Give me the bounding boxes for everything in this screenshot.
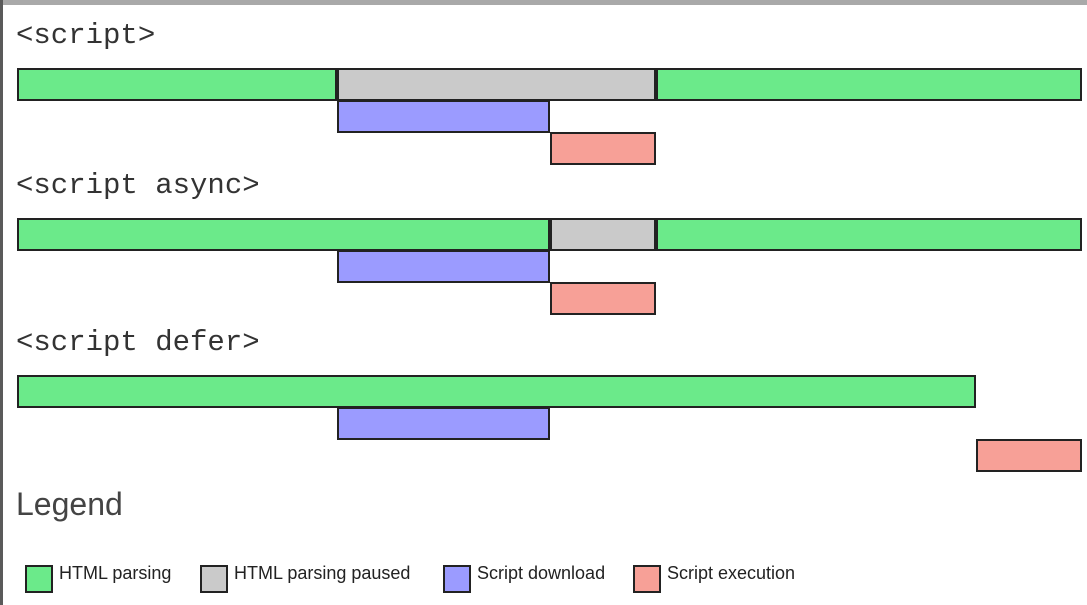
left-border <box>0 0 3 605</box>
legend-swatch-html-parsing-paused <box>200 565 228 593</box>
bar-script-parsing-0 <box>17 68 337 101</box>
bar-script-paused-1 <box>337 68 656 101</box>
bar-script-execution-4 <box>550 132 656 165</box>
legend-title: Legend <box>16 486 123 522</box>
bar-script-async-parsing-0 <box>17 218 550 251</box>
legend-label-html-parsing-paused: HTML parsing paused <box>234 563 411 583</box>
bar-script-defer-execution-2 <box>976 439 1082 472</box>
legend-label-html-parsing: HTML parsing <box>59 563 172 583</box>
bar-script-download-3 <box>337 100 550 133</box>
legend-swatch-script-execution <box>633 565 661 593</box>
legend-swatch-html-parsing <box>25 565 53 593</box>
bar-script-defer-parsing-0 <box>17 375 976 408</box>
top-border <box>0 0 1087 5</box>
legend-swatch-script-download <box>443 565 471 593</box>
bar-script-async-download-3 <box>337 250 550 283</box>
bar-script-parsing-2 <box>656 68 1082 101</box>
bar-script-defer-download-1 <box>337 407 550 440</box>
legend-label-script-execution: Script execution <box>667 563 796 583</box>
section-title-script: <script> <box>16 19 156 52</box>
bar-script-async-parsing-2 <box>656 218 1082 251</box>
legend-label-script-download: Script download <box>477 563 606 583</box>
section-title-script-async: <script async> <box>16 169 260 202</box>
bar-script-async-execution-4 <box>550 282 656 315</box>
bar-script-async-paused-1 <box>550 218 656 251</box>
section-title-script-defer: <script defer> <box>16 326 260 359</box>
